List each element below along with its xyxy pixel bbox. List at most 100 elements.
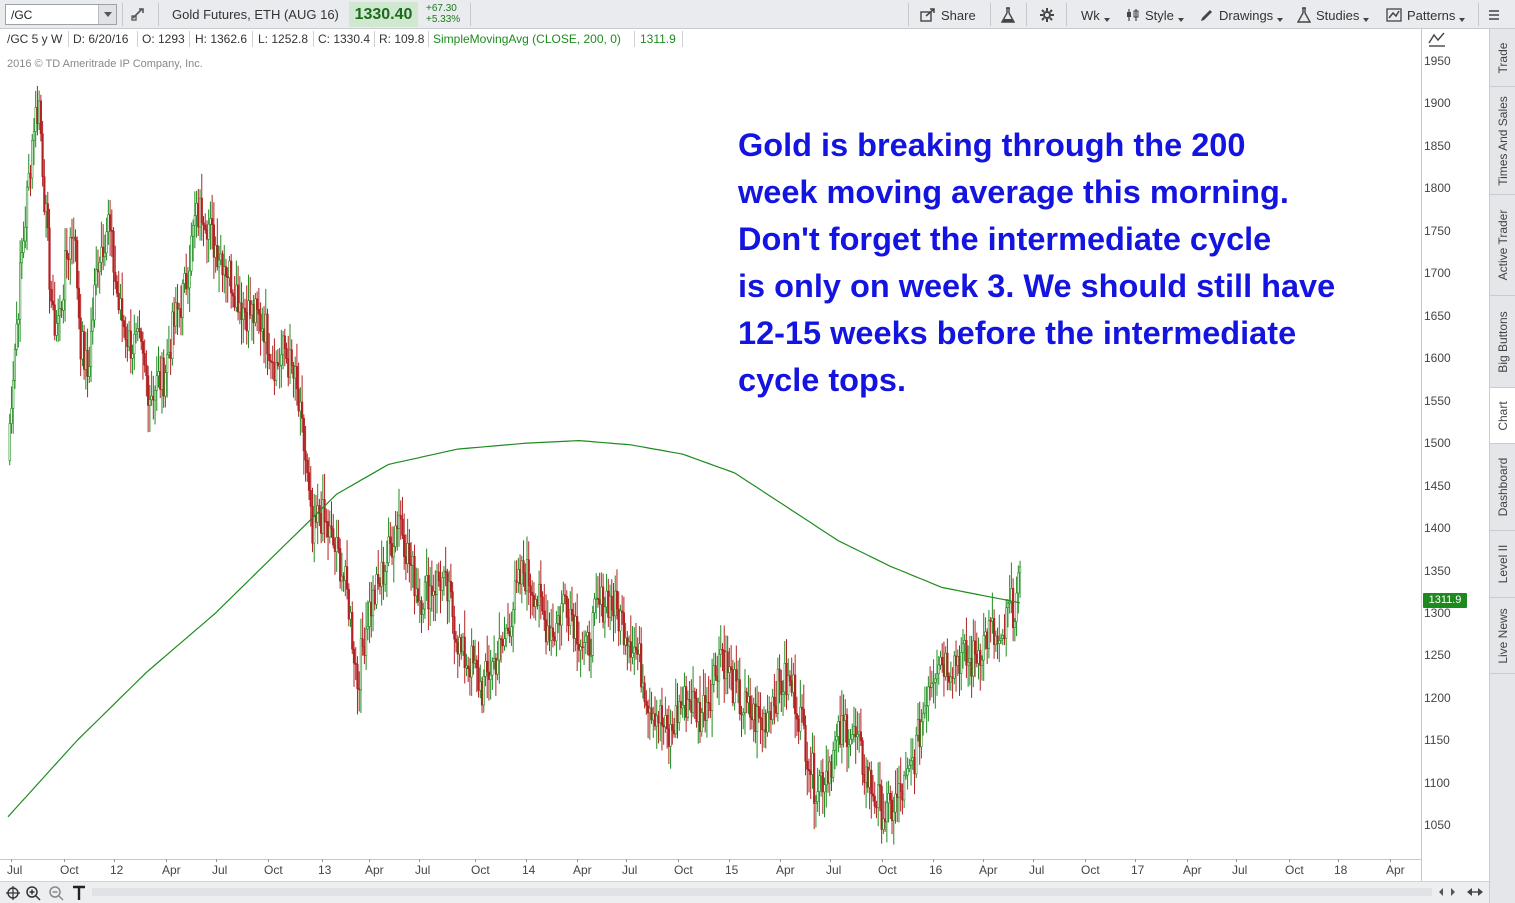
tab-level-ii[interactable]: Level II [1490,531,1515,598]
candle [937,656,940,685]
candle [517,557,520,593]
tab-big-buttons[interactable]: Big Buttons [1490,296,1515,388]
candle [190,222,193,276]
price-chart[interactable] [0,0,1421,881]
candle [567,598,570,642]
time-tick-label: Apr [1183,863,1202,877]
candle [172,297,176,346]
tab-trade[interactable]: Trade [1490,29,1515,87]
patterns-button[interactable]: Patterns [1386,6,1466,24]
chart-annotation[interactable]: Gold is breaking through the 200 week mo… [738,122,1408,404]
studies-button[interactable]: Studies [1297,6,1370,24]
candle [24,206,27,249]
candle [465,653,468,677]
candle [873,781,876,814]
menu-button[interactable] [1488,6,1507,24]
time-tick-mark [1187,859,1188,862]
share-button[interactable]: Share [920,6,976,24]
candle [366,600,369,641]
candle [493,635,496,670]
candle [242,292,245,344]
candle [510,611,513,646]
scroll-right-icon[interactable] [1449,887,1457,897]
candle [345,540,349,600]
candle [88,346,91,384]
candle [901,783,904,815]
candle [171,302,174,366]
candle [10,386,13,434]
flask-button[interactable] [1001,6,1020,24]
study-label[interactable]: SimpleMovingAvg (CLOSE, 200, 0) [433,32,621,46]
candle [693,687,696,719]
candle [840,690,843,764]
link-icon[interactable] [130,6,146,22]
style-button[interactable]: Style [1126,6,1184,24]
candle [195,190,198,238]
candle [659,699,662,742]
time-tick-mark [983,859,984,862]
candle [169,338,172,375]
candle [467,656,470,683]
zoom-out-icon[interactable] [48,885,64,901]
candle [43,159,46,216]
candle [214,236,217,273]
candle [532,582,536,619]
candle [885,781,888,843]
candle [339,538,342,589]
candle [472,640,475,675]
symbol-value[interactable]: /GC [11,8,33,22]
candle [915,726,918,779]
candle [192,219,195,262]
toolbar-divider [1478,3,1479,26]
candle [102,224,105,271]
tab-live-news[interactable]: Live News [1490,598,1515,674]
candle [787,658,790,701]
candle [245,285,248,345]
candle [257,288,260,335]
symbol-selector[interactable]: /GC [5,4,117,25]
expand-range-icon[interactable] [1466,886,1484,898]
period-label: Wk [1081,7,1100,23]
candle [211,194,214,250]
candle [224,258,228,303]
tab-times-and-sales[interactable]: Times And Sales [1490,87,1515,195]
candle [50,280,53,309]
candle [83,324,86,380]
candle [584,630,587,655]
candle [382,546,385,600]
scroll-left-icon[interactable] [1437,887,1445,897]
drawings-button[interactable]: Drawings [1199,6,1284,24]
candle [740,705,743,737]
candle [980,655,984,681]
candle [512,601,515,653]
horizontal-scrollbar[interactable] [92,888,1432,896]
zoom-in-icon[interactable] [25,885,41,901]
candle [515,560,518,594]
candle [1005,598,1008,657]
bar-low: L: 1252.8 [258,32,309,46]
candle [164,364,167,408]
candle [422,602,425,624]
candle [396,511,399,551]
crosshair-icon[interactable] [5,885,21,901]
candle [672,717,676,738]
candle [979,643,982,691]
candle [700,708,703,737]
tab-dashboard[interactable]: Dashboard [1490,444,1515,531]
axis-scale-icon[interactable] [1428,31,1446,47]
chevron-down-icon[interactable] [98,5,116,24]
candle [264,288,267,369]
candle [679,686,683,715]
candle [569,591,572,635]
candle [773,674,776,725]
text-tool-icon[interactable] [72,885,86,901]
candle [973,620,977,678]
tab-chart[interactable]: Chart [1490,388,1515,444]
candle [96,249,100,288]
candle [223,244,226,294]
settings-button[interactable] [1039,6,1060,24]
style-label: Style [1145,7,1174,23]
tab-active-trader[interactable]: Active Trader [1490,195,1515,296]
candle [707,676,710,719]
period-button[interactable]: Wk [1081,6,1110,24]
